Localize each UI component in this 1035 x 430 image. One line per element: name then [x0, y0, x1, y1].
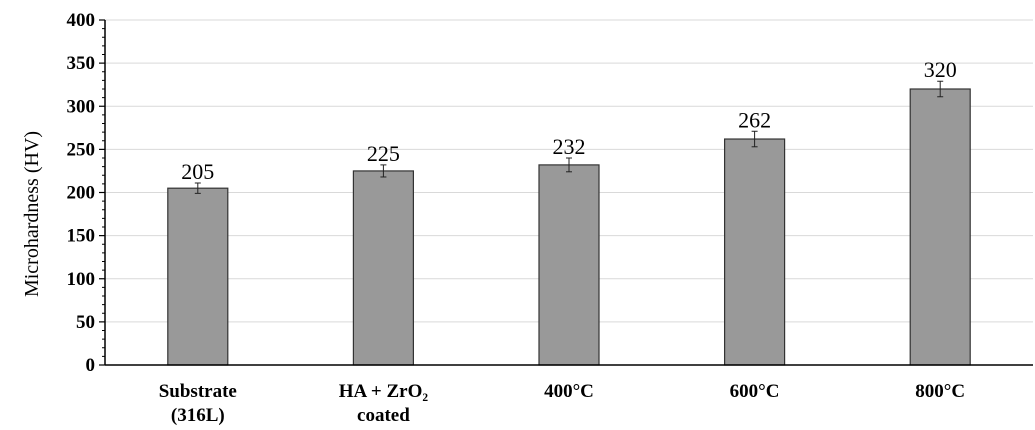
- x-tick-label-line: HA + ZrO₂: [339, 381, 429, 402]
- bars: [167, 80, 971, 366]
- y-tick-label: 350: [67, 53, 96, 74]
- bar: [909, 88, 971, 366]
- bar: [167, 187, 229, 366]
- bar: [538, 164, 600, 366]
- y-tick-label: 400: [67, 10, 96, 31]
- y-tick-label: 250: [67, 139, 96, 160]
- y-tick-label: 0: [86, 355, 96, 376]
- y-tick-label: 100: [67, 269, 96, 290]
- data-label: 320: [924, 57, 957, 82]
- y-tick-label: 300: [67, 96, 96, 117]
- x-tick-label-line: (316L): [171, 405, 225, 426]
- x-tick-label: HA + ZrO₂ coated: [339, 381, 429, 426]
- bar: [352, 170, 414, 366]
- bar: [723, 138, 786, 366]
- data-label: 205: [181, 159, 214, 184]
- labels: 0 50 100 150 200 250 300 350 400 205 Substrate (316…: [67, 10, 966, 426]
- y-tick-label: 50: [76, 312, 95, 333]
- x-tick-label-line: 400°C: [544, 381, 594, 402]
- axes: [99, 19, 1033, 366]
- x-tick-label: Substrate (316L): [159, 381, 237, 426]
- x-tick-label: 800°C: [915, 381, 965, 402]
- x-tick-label-line: 800°C: [915, 381, 965, 402]
- y-axis-title: Microhardness (HV): [21, 131, 43, 297]
- data-label: 225: [367, 141, 400, 166]
- y-tick-label: 200: [67, 183, 96, 204]
- data-label: 262: [738, 107, 771, 132]
- x-tick-label-line: 600°C: [730, 381, 780, 402]
- data-label: 232: [553, 134, 586, 159]
- y-tick-label: 150: [67, 226, 96, 247]
- x-tick-label-line: Substrate: [159, 381, 237, 402]
- x-tick-label-line: coated: [357, 405, 410, 426]
- x-tick-label: 400°C: [544, 381, 594, 402]
- x-tick-label: 600°C: [730, 381, 780, 402]
